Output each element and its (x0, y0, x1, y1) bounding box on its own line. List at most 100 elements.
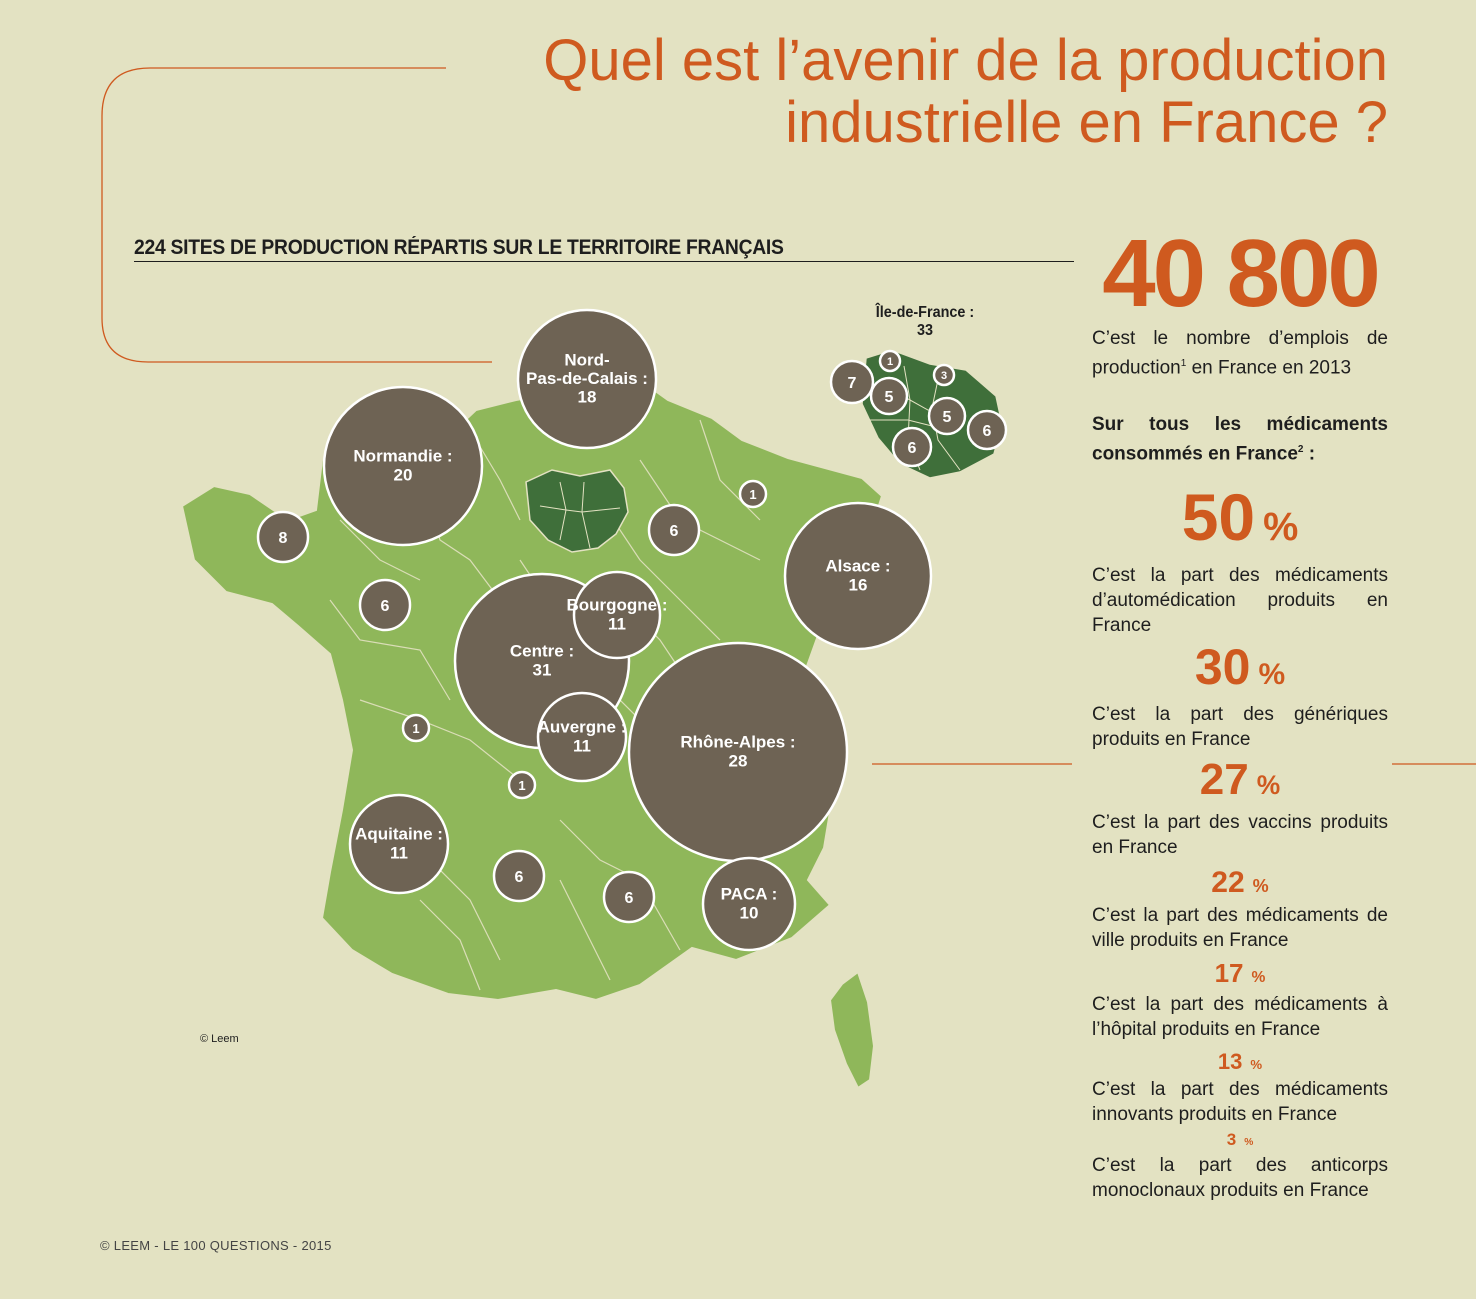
stat-percentage: 27% (1092, 756, 1388, 809)
site-count-bubble (507, 770, 537, 800)
site-count-value: 6 (625, 890, 634, 907)
site-count-value: 1 (518, 778, 525, 793)
stats-panel: 40 800 C’est le nombre d’emplois de prod… (1092, 222, 1388, 1203)
site-count-bubble (492, 849, 546, 903)
page-title-line1: Quel est l’avenir de la production (543, 28, 1388, 93)
stat-value: 50 (1181, 479, 1256, 554)
stat-value: 17 (1214, 957, 1244, 988)
region-count-paca: 10 (740, 903, 759, 922)
stat-list: 50% C’est la part des médicaments d’autom… (1092, 479, 1388, 1204)
stat-value: 30 (1194, 639, 1251, 696)
stat-percentage: 30% (1092, 640, 1388, 702)
idf-department-bubble (891, 426, 933, 468)
stat-value: 27 (1199, 755, 1249, 805)
idf-internal-borders (539, 481, 621, 549)
region-count-bourgogne: 11 (608, 614, 626, 633)
footnote-marker: 1 (1180, 358, 1187, 369)
site-count-bubble (602, 870, 656, 924)
stat-unit: % (1256, 770, 1281, 801)
stat-item: 22% C’est la part des médicaments de vill… (1092, 866, 1388, 953)
stat-description: C’est la part des médicaments d’automédi… (1092, 565, 1388, 637)
region-bubble-auvergne (536, 691, 628, 783)
stat-percentage: 22% (1092, 866, 1388, 903)
stat-item: 17% C’est la part des médicaments à l’hôp… (1092, 957, 1388, 1043)
stat-percentage: 17% (1092, 957, 1388, 993)
region-count-centre: 31 (533, 660, 552, 679)
site-count-bubble (256, 510, 310, 564)
region-bubble-paca (701, 856, 797, 952)
stat-unit: % (1244, 1137, 1254, 1149)
stat-item: 13% C’est la part des médicaments innovan… (1092, 1050, 1388, 1127)
site-count-value: 1 (749, 487, 756, 502)
idf-department-count: 6 (908, 440, 917, 457)
stat-item: 3% C’est la part des anticorps monoclonau… (1092, 1131, 1388, 1203)
employment-description: C’est le nombre d’emplois de production1… (1092, 326, 1388, 380)
region-name-aquitaine: Aquitaine : (355, 825, 443, 844)
site-count-value: 1 (412, 721, 419, 736)
map-heading: 224 SITES DE PRODUCTION RÉPARTIS SUR LE … (134, 236, 784, 259)
employment-desc-text: C’est le nombre d’emplois de production (1092, 328, 1388, 379)
region-bubble-normandie (322, 385, 484, 547)
page-title: Quel est l’avenir de la production indus… (288, 30, 1388, 154)
region-name-nord-pas-de-calais: Nord- (564, 350, 609, 369)
stat-value: 13 (1217, 1049, 1243, 1075)
region-name-bourgogne: Bourgogne : (566, 596, 667, 615)
idf-department-bubble (829, 359, 875, 405)
region-name-normandie: Normandie : (353, 447, 452, 466)
map-credit: © Leem (200, 1033, 239, 1045)
stat-value: 22 (1211, 865, 1245, 899)
stat-value: 3 (1226, 1130, 1237, 1150)
employment-number: 40 800 (1102, 220, 1381, 327)
stat-percentage: 13% (1092, 1050, 1388, 1077)
stat-unit: % (1251, 968, 1266, 986)
region-name-auvergne: Auvergne : (538, 718, 627, 737)
stat-item: 50% C’est la part des médicaments d’autom… (1092, 479, 1388, 639)
stat-description: C’est la part des médicaments à l’hôpita… (1092, 994, 1388, 1041)
stat-item: 27% C’est la part des vaccins produits en… (1092, 756, 1388, 859)
employment-desc-text-end: en France en 2013 (1186, 357, 1352, 379)
map-heading-rule (134, 261, 1074, 262)
idf-inset-name: Île-de-France : (875, 304, 975, 321)
region-count-auvergne: 11 (573, 736, 591, 755)
idf-department-count: 5 (885, 389, 894, 406)
stat-description: C’est la part des vaccins produits en Fr… (1092, 811, 1388, 858)
medicines-subheading: Sur tous les médicaments consommés en Fr… (1092, 412, 1388, 466)
subheading-colon: : (1303, 443, 1316, 465)
idf-department-bubble (869, 376, 909, 416)
stat-description: C’est la part des médicaments innovants … (1092, 1079, 1388, 1126)
decorative-frame-line (101, 67, 492, 363)
region-name-rhône-alpes: Rhône-Alpes : (680, 733, 795, 752)
idf-department-bubble (932, 363, 956, 387)
stat-item: 30% C’est la part des génériques produits… (1092, 640, 1388, 752)
idf-department-bubble (966, 409, 1008, 451)
stat-percentage: 3% (1092, 1131, 1388, 1153)
site-count-value: 8 (279, 530, 288, 547)
site-count-bubble (358, 578, 412, 632)
idf-department-count: 1 (887, 356, 893, 368)
idf-department-count: 7 (848, 375, 857, 392)
page-footer: © LEEM - LE 100 QUESTIONS - 2015 (100, 1238, 332, 1253)
idf-department-bubble (927, 396, 967, 436)
region-count-nord-pas-de-calais: 18 (578, 388, 597, 407)
region-name-alsace: Alsace : (825, 557, 890, 576)
region-bubble-alsace (783, 501, 933, 651)
idf-department-count: 3 (941, 370, 947, 382)
stat-unit: % (1252, 875, 1269, 896)
region-count-alsace: 16 (849, 575, 868, 594)
region-count-aquitaine: 11 (390, 843, 408, 862)
region-bubble-aquitaine (348, 793, 450, 895)
site-count-value: 6 (515, 869, 524, 886)
region-bubble-bourgogne (572, 570, 662, 660)
region-name-nord-pas-de-calais: Pas-de-Calais : (526, 369, 648, 388)
idf-department-count: 5 (943, 409, 952, 426)
corsica (828, 970, 876, 1090)
stat-description: C’est la part des médicaments de ville p… (1092, 904, 1388, 951)
page-title-line2: industrielle en France ? (785, 90, 1388, 155)
stat-description: C’est la part des génériques produits en… (1092, 704, 1388, 751)
idf-inset-label: Île-de-France : 33 (858, 304, 993, 340)
idf-inset-value: 33 (916, 322, 934, 339)
region-bubble-nord-pas-de-calais (516, 308, 658, 450)
region-name-paca: PACA : (721, 885, 778, 904)
site-count-value: 6 (381, 598, 390, 615)
